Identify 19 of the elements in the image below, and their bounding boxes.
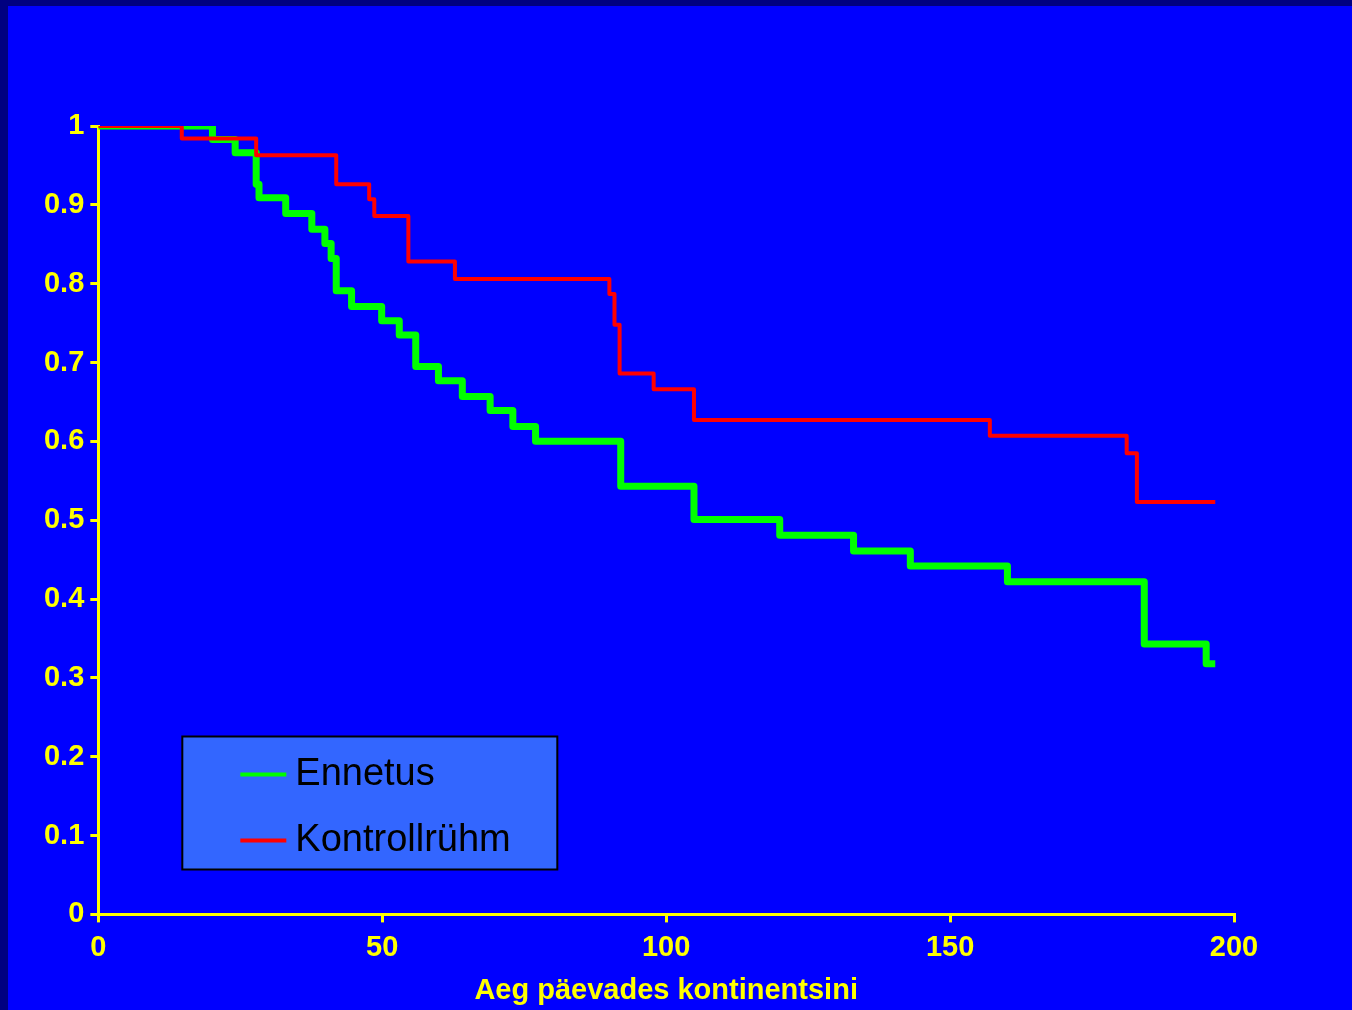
legend-label: Ennetus — [295, 750, 435, 793]
x-tick-label: 50 — [366, 929, 399, 962]
y-tick-label: 0.9 — [43, 186, 85, 219]
x-tick-label: 0 — [90, 929, 107, 962]
y-tick-label: 0 — [68, 896, 85, 929]
legend-label: Kontrollrühm — [295, 816, 511, 859]
x-tick-label: 200 — [1209, 929, 1259, 962]
y-tick-label: 0.8 — [43, 265, 85, 298]
x-tick-label: 150 — [925, 929, 975, 962]
y-tick-label: 0.7 — [43, 344, 85, 377]
x-tick-label: 100 — [641, 929, 691, 962]
y-tick-label: 0.4 — [43, 581, 85, 614]
y-tick-label: 0.5 — [43, 502, 85, 535]
y-tick-label: 1 — [68, 108, 85, 140]
y-tick-label: 0.6 — [43, 423, 85, 456]
y-tick-label: 0.2 — [43, 738, 85, 771]
y-tick-label: 0.1 — [43, 817, 85, 850]
y-tick-label: 0.3 — [43, 659, 85, 692]
x-axis-title: Aeg päevades kontinentsini — [474, 972, 858, 1005]
